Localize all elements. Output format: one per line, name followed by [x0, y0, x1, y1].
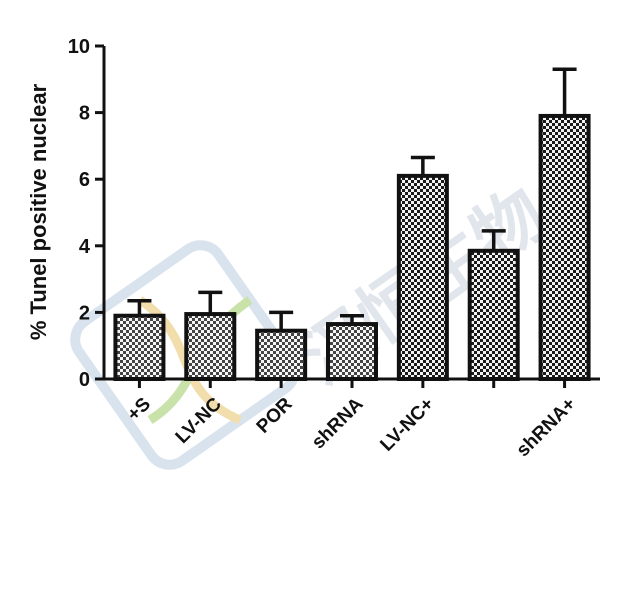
watermark-logo-frame [70, 240, 300, 470]
bar [255, 328, 308, 381]
y-tick-label: 10 [68, 36, 90, 58]
category-label: shRNA [308, 393, 368, 453]
category-label: LV-NC+ [376, 394, 438, 456]
bar [184, 312, 237, 381]
bar [326, 322, 378, 381]
y-tick-label: 6 [79, 169, 90, 191]
y-tick-label: 8 [79, 103, 90, 125]
y-tick-label: 0 [79, 369, 90, 391]
y-axis-title: % Tunel positive nuclear [26, 83, 51, 340]
y-tick-label: 4 [79, 236, 91, 258]
axes: 0 2 4 6 8 10 [68, 36, 600, 391]
category-label: POR [253, 393, 297, 437]
category-label: shRNA+ [513, 394, 580, 461]
bar [467, 248, 520, 381]
bars [113, 67, 591, 382]
bar [396, 173, 449, 381]
bar [538, 113, 591, 382]
bar [113, 313, 166, 382]
y-tick-label: 2 [79, 302, 90, 324]
